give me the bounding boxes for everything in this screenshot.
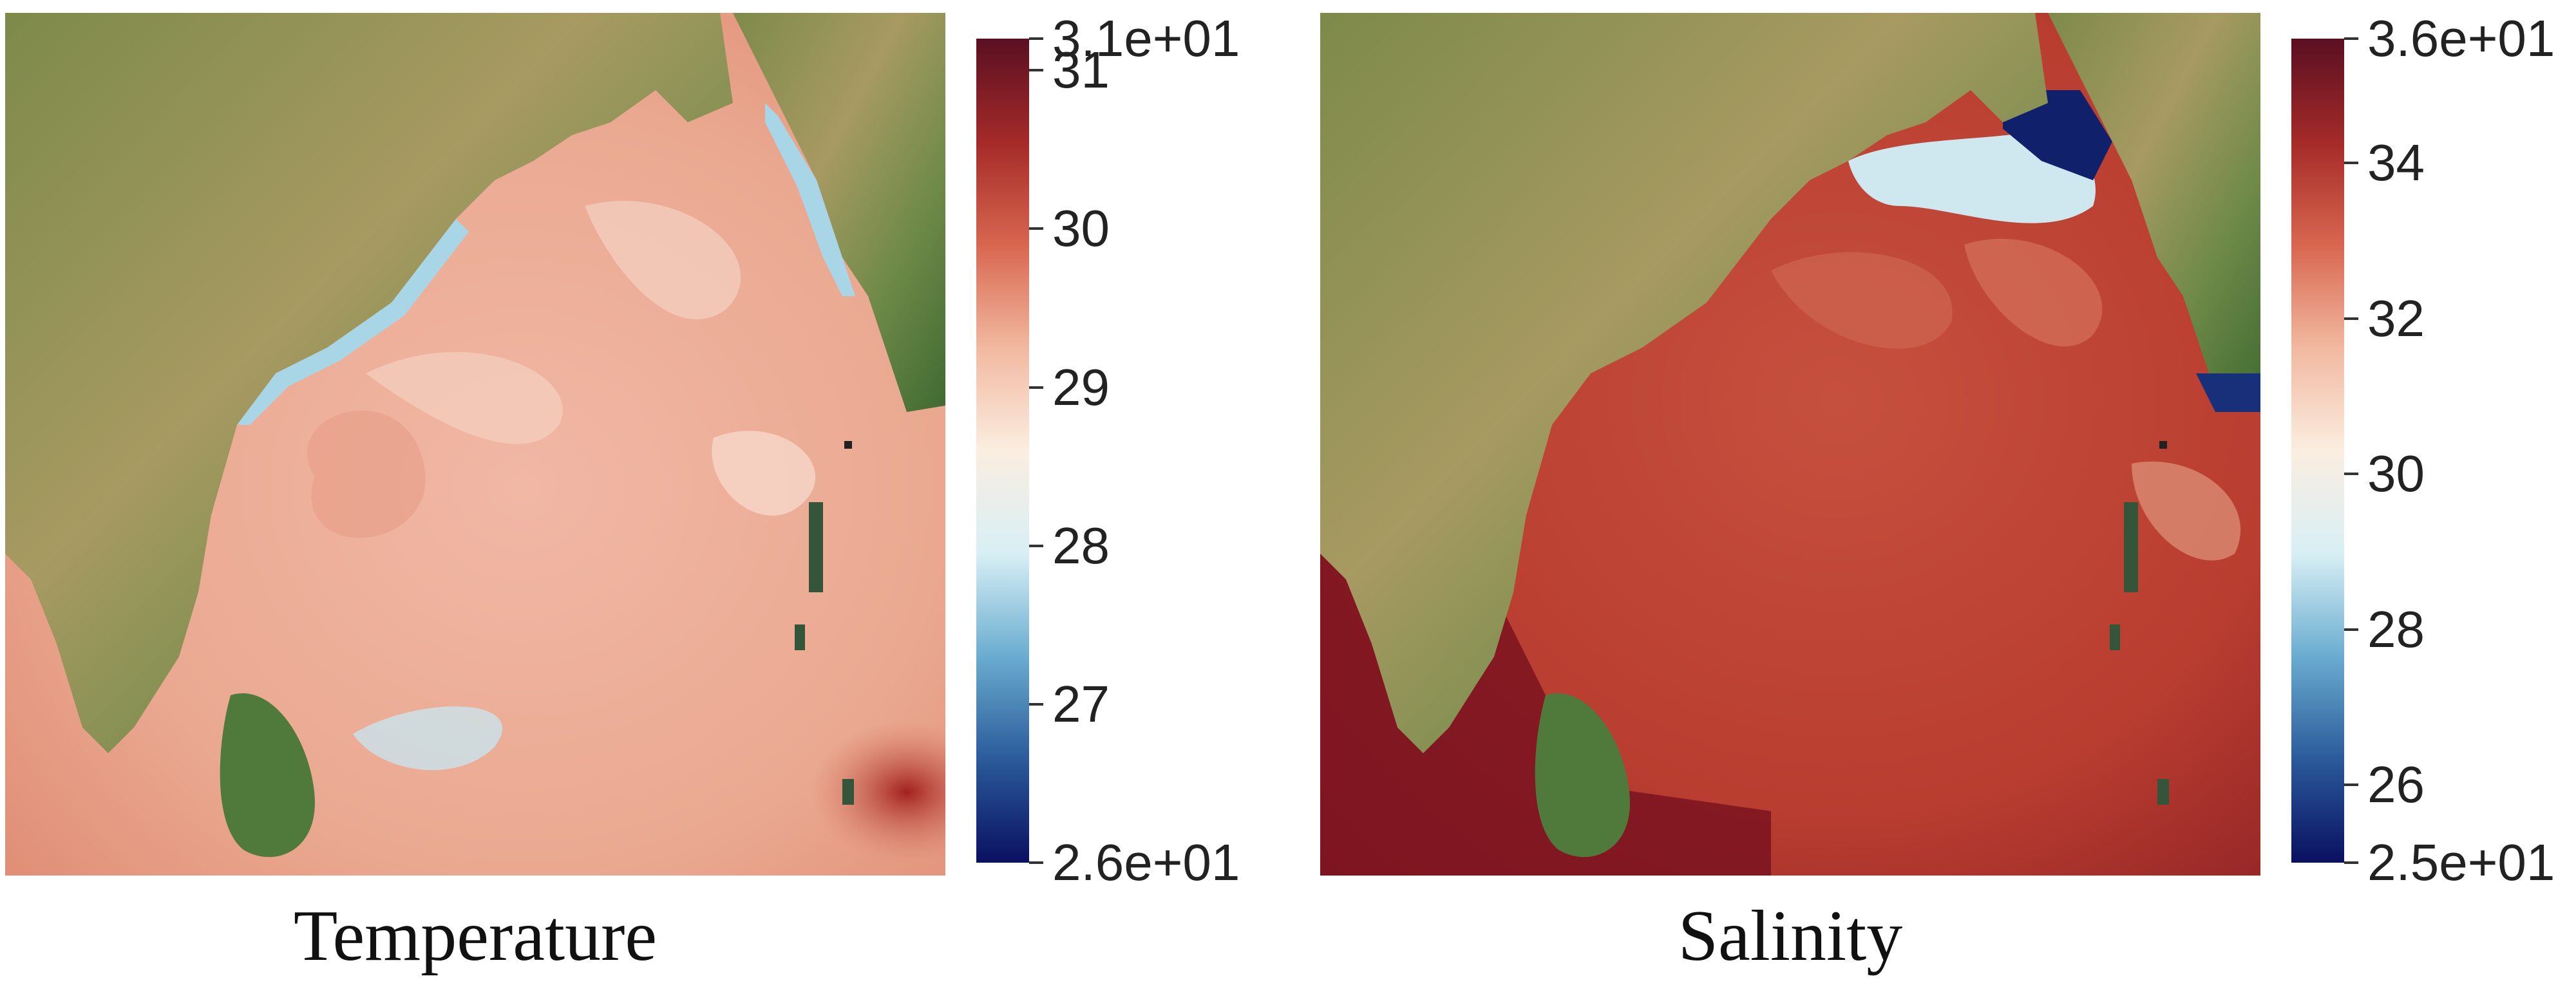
temperature-colorbar: 3.1e+01 2.6e+01 31 30 29 28 27	[976, 13, 1240, 888]
colorbar-tick	[2344, 861, 2358, 864]
colorbar-tick	[1029, 544, 1043, 547]
colorbar-min-label: 2.5e+01	[2367, 834, 2555, 891]
colorbar-tick	[2344, 628, 2358, 631]
colorbar-tick	[2344, 37, 2358, 40]
colorbar-tick-label: 28	[2367, 600, 2425, 658]
colorbar-tick	[1029, 861, 1043, 864]
salinity-map	[1320, 13, 2260, 876]
colorbar-tick-label: 29	[1052, 358, 1110, 416]
salinity-colorbar-gradient	[2291, 39, 2344, 863]
colorbar-tick	[2344, 783, 2358, 787]
colorbar-tick	[1029, 386, 1043, 389]
colorbar-tick	[1029, 69, 1043, 72]
colorbar-tick	[1029, 37, 1043, 40]
colorbar-tick-label: 26	[2367, 756, 2425, 814]
colorbar-tick-label: 31	[1052, 41, 1110, 99]
colorbar-tick-label: 32	[2367, 289, 2425, 347]
colorbar-max-label: 3.6e+01	[2367, 10, 2555, 67]
colorbar-tick	[1029, 702, 1043, 706]
temperature-map	[5, 13, 945, 876]
salinity-colorbar: 3.6e+01 2.5e+01 34 32 30 28 26	[2291, 13, 2555, 888]
colorbar-tick	[2344, 473, 2358, 476]
colorbar-tick	[2344, 317, 2358, 320]
temperature-colorbar-gradient	[976, 39, 1029, 863]
colorbar-tick-label: 30	[1052, 200, 1110, 258]
colorbar-tick-label: 27	[1052, 675, 1110, 733]
colorbar-tick-label: 30	[2367, 445, 2425, 503]
salinity-caption: Salinity	[1678, 896, 1903, 976]
temperature-caption: Temperature	[293, 896, 658, 976]
colorbar-tick-label: 28	[1052, 516, 1110, 574]
colorbar-tick-label: 34	[2367, 134, 2425, 192]
colorbar-tick	[1029, 227, 1043, 230]
colorbar-tick	[2344, 162, 2358, 165]
colorbar-max-label: 3.1e+01	[1052, 10, 1240, 67]
colorbar-min-label: 2.6e+01	[1052, 834, 1240, 891]
